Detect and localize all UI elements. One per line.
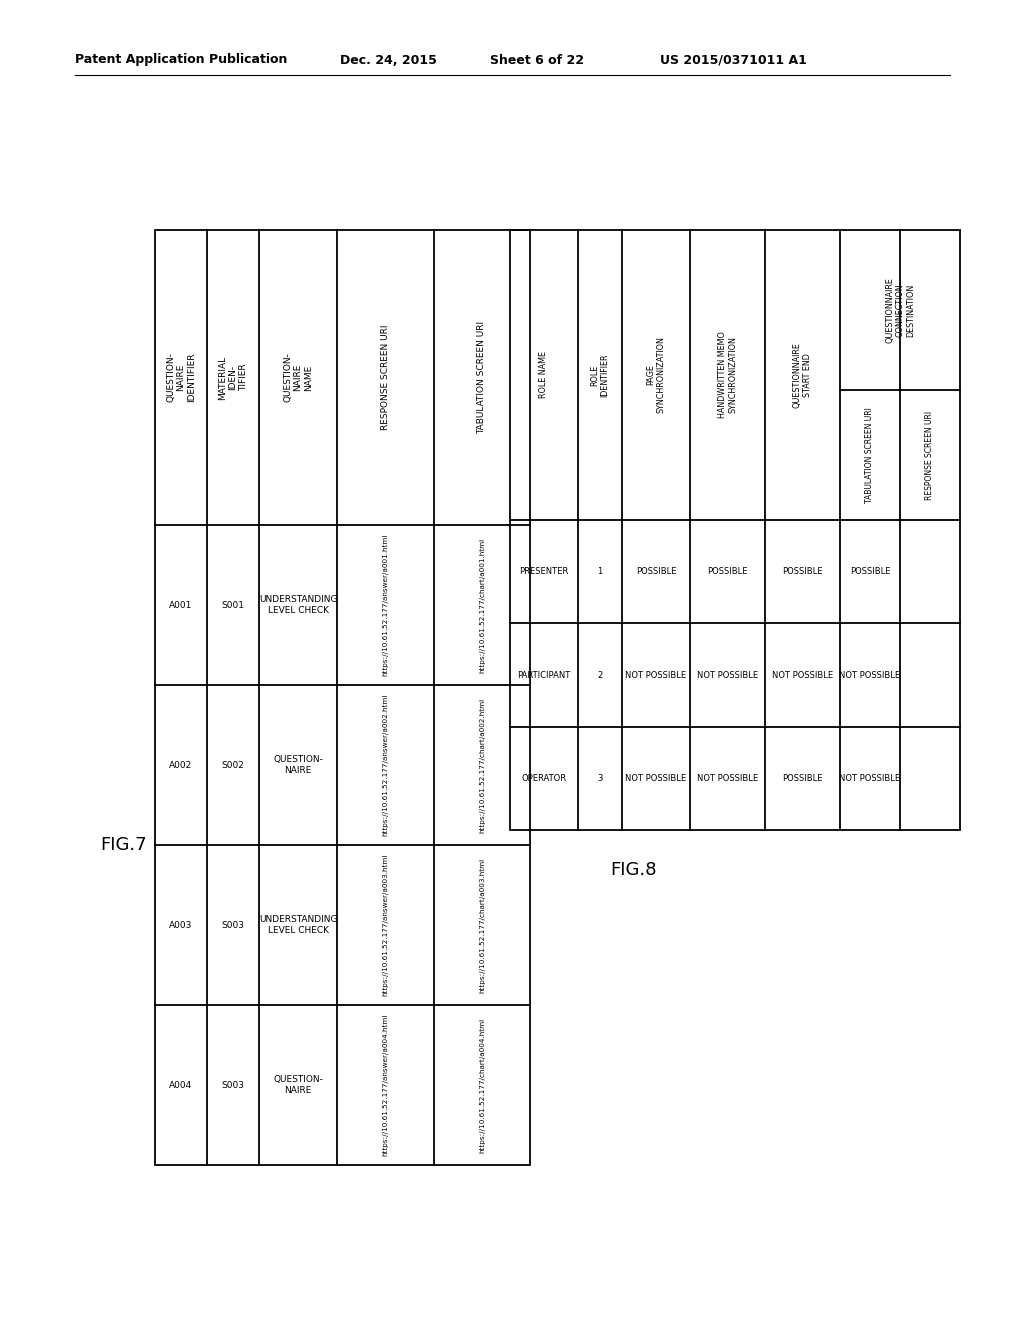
Text: NOT POSSIBLE: NOT POSSIBLE [626,774,686,783]
Text: S002: S002 [221,760,245,770]
Text: NOT POSSIBLE: NOT POSSIBLE [772,671,834,680]
Text: https://10.61.52.177/chart/a002.html: https://10.61.52.177/chart/a002.html [479,697,485,833]
Text: POSSIBLE: POSSIBLE [636,568,676,576]
Text: Sheet 6 of 22: Sheet 6 of 22 [490,54,584,66]
Text: HANDWRITTEN MEMO
SYNCHRONIZATION: HANDWRITTEN MEMO SYNCHRONIZATION [718,331,737,418]
Bar [510,230,961,830]
Text: S003: S003 [221,920,245,929]
Text: TABULATION SCREEN URI: TABULATION SCREEN URI [865,407,874,503]
Text: QUESTION-
NAIRE
IDENTIFIER: QUESTION- NAIRE IDENTIFIER [166,352,196,403]
Text: https://10.61.52.177/chart/a003.html: https://10.61.52.177/chart/a003.html [479,858,485,993]
Text: POSSIBLE: POSSIBLE [708,568,748,576]
Text: A004: A004 [169,1081,193,1089]
Text: Dec. 24, 2015: Dec. 24, 2015 [340,54,437,66]
Text: QUESTIONNAIRE
CONNECTION
DESTINATION: QUESTIONNAIRE CONNECTION DESTINATION [885,277,914,343]
Text: RESPONSE SCREEN URI: RESPONSE SCREEN URI [926,411,935,499]
Text: UNDERSTANDING
LEVEL CHECK: UNDERSTANDING LEVEL CHECK [259,595,337,615]
Text: ROLE NAME: ROLE NAME [540,351,549,399]
Text: NOT POSSIBLE: NOT POSSIBLE [697,774,758,783]
Text: NOT POSSIBLE: NOT POSSIBLE [697,671,758,680]
Text: https://10.61.52.177/answer/a003.html: https://10.61.52.177/answer/a003.html [383,854,388,997]
Text: A001: A001 [169,601,193,610]
Text: NOT POSSIBLE: NOT POSSIBLE [840,671,900,680]
Text: https://10.61.52.177/answer/a004.html: https://10.61.52.177/answer/a004.html [383,1014,388,1156]
Text: MATERIAL
IDEN-
TIFIER: MATERIAL IDEN- TIFIER [218,355,248,400]
Text: https://10.61.52.177/chart/a004.html: https://10.61.52.177/chart/a004.html [479,1018,485,1152]
Text: A003: A003 [169,920,193,929]
Text: Patent Application Publication: Patent Application Publication [75,54,288,66]
Text: POSSIBLE: POSSIBLE [782,774,822,783]
Text: S003: S003 [221,1081,245,1089]
Text: NOT POSSIBLE: NOT POSSIBLE [626,671,686,680]
Bar [155,230,530,1166]
Text: https://10.61.52.177/chart/a001.html: https://10.61.52.177/chart/a001.html [479,537,485,673]
Text: POSSIBLE: POSSIBLE [850,568,890,576]
Text: PRESENTER: PRESENTER [519,568,568,576]
Text: NOT POSSIBLE: NOT POSSIBLE [840,774,900,783]
Text: ROLE
IDENTIFIER: ROLE IDENTIFIER [590,354,609,397]
Text: UNDERSTANDING
LEVEL CHECK: UNDERSTANDING LEVEL CHECK [259,915,337,935]
Text: 1: 1 [597,568,603,576]
Text: QUESTION-
NAIRE
NAME: QUESTION- NAIRE NAME [283,352,313,403]
Text: A002: A002 [169,760,193,770]
Text: 3: 3 [597,774,603,783]
Text: US 2015/0371011 A1: US 2015/0371011 A1 [660,54,807,66]
Text: POSSIBLE: POSSIBLE [782,568,822,576]
Text: TABULATION SCREEN URI: TABULATION SCREEN URI [477,321,486,434]
Text: PAGE
SYNCHRONIZATION: PAGE SYNCHRONIZATION [646,337,666,413]
Text: OPERATOR: OPERATOR [521,774,566,783]
Text: QUESTIONNAIRE
START END: QUESTIONNAIRE START END [793,342,812,408]
Text: https://10.61.52.177/answer/a001.html: https://10.61.52.177/answer/a001.html [383,533,388,676]
Text: FIG.7: FIG.7 [100,836,146,854]
Text: FIG.8: FIG.8 [610,861,656,879]
Text: RESPONSE SCREEN URI: RESPONSE SCREEN URI [381,325,390,430]
Text: QUESTION-
NAIRE: QUESTION- NAIRE [273,755,323,775]
Text: 2: 2 [597,671,603,680]
Text: https://10.61.52.177/answer/a002.html: https://10.61.52.177/answer/a002.html [383,694,388,836]
Text: PARTICIPANT: PARTICIPANT [517,671,570,680]
Text: S001: S001 [221,601,245,610]
Text: QUESTION-
NAIRE: QUESTION- NAIRE [273,1076,323,1094]
